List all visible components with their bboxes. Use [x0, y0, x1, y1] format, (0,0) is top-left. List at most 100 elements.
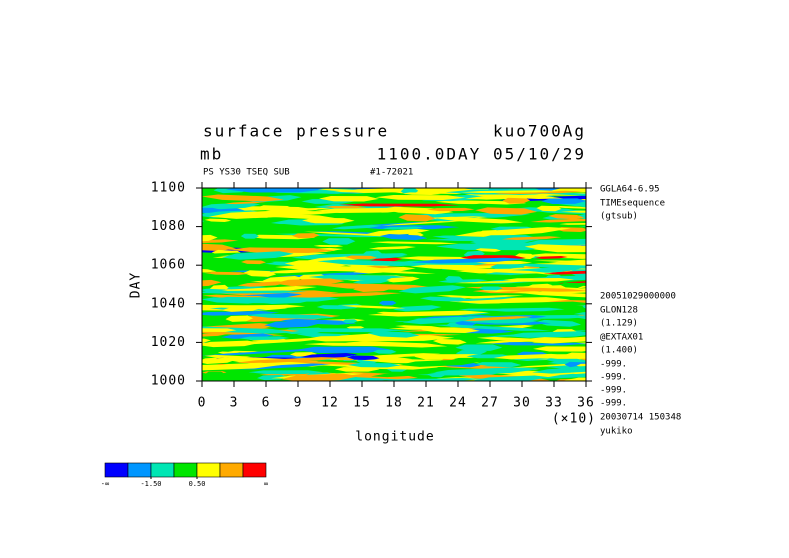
contour-fill	[295, 346, 391, 353]
contour-fill	[202, 243, 237, 251]
contour-fill	[609, 280, 667, 285]
contour-fill	[565, 366, 586, 370]
contour-fill	[264, 320, 322, 328]
colorbar-label: ∞	[264, 480, 268, 488]
contour-fill	[327, 381, 367, 384]
contour-fill	[464, 193, 564, 199]
contour-fill	[559, 223, 586, 225]
contour-fill	[379, 234, 428, 241]
x-tick-label: 9	[294, 396, 303, 411]
x-tick-label: 3	[230, 396, 239, 411]
contour-fill	[398, 214, 436, 222]
side-note: -999.	[600, 399, 627, 409]
contour-fill	[204, 218, 232, 223]
contour-fill	[204, 371, 226, 377]
contour-fill	[403, 212, 527, 219]
x-tick-label: 24	[449, 396, 467, 411]
contour-fill	[300, 353, 358, 359]
side-note: 20051029000000	[600, 292, 676, 302]
contour-fill	[524, 238, 586, 246]
contour-fill	[502, 197, 531, 204]
contour-fill	[345, 255, 378, 260]
contour-fill	[532, 260, 586, 263]
contour-fill	[281, 373, 360, 381]
contour-fill	[560, 210, 586, 213]
contour-fill	[536, 205, 562, 212]
contour-fill	[308, 274, 415, 281]
contour-fill	[378, 300, 397, 306]
contour-fill	[475, 207, 538, 215]
contour-fill	[202, 207, 226, 213]
contour-fill	[384, 276, 420, 283]
contour-fill	[532, 336, 586, 344]
contour-fill	[432, 338, 467, 345]
contour-fill	[502, 277, 575, 282]
contour-fill	[256, 374, 288, 381]
contour-fill	[574, 314, 586, 320]
x-tick-label: 18	[385, 396, 403, 411]
contour-fill	[501, 236, 562, 240]
contour-fill	[202, 333, 228, 337]
contour-fill	[435, 200, 527, 205]
contour-fill	[381, 219, 477, 226]
contour-fill	[202, 234, 218, 242]
contour-fill	[324, 206, 367, 209]
note: PS YS30 TSEQ SUB	[203, 168, 290, 178]
contour-fill	[590, 223, 632, 230]
contour-fill	[240, 260, 266, 265]
contour-fill	[202, 348, 326, 356]
contour-fill	[376, 311, 411, 315]
contour-fill	[342, 319, 358, 324]
contour-fill	[387, 183, 482, 187]
y-tick-label: 1100	[151, 181, 186, 196]
contour-fill	[533, 346, 586, 352]
side-note: (1.400)	[600, 346, 638, 356]
side-note: -999.	[600, 360, 627, 370]
contour-fill	[208, 209, 320, 219]
contour-fill	[366, 228, 430, 236]
contour-fill	[239, 336, 290, 340]
contour-fill	[352, 279, 390, 284]
contour-fill	[454, 280, 531, 284]
contour-fill	[346, 355, 380, 361]
contour-fill	[202, 194, 284, 202]
contour-fill	[318, 195, 379, 202]
side-note: GLON128	[600, 306, 638, 316]
colorbar-swatch	[104, 462, 129, 478]
side-note: @EXTAX01	[600, 333, 643, 343]
contour-fill	[373, 349, 397, 354]
contour-fill	[548, 214, 585, 220]
side-note: -999.	[600, 386, 627, 396]
contour-fill	[334, 367, 380, 372]
contour-fill	[163, 313, 181, 319]
contour-fill	[454, 226, 571, 237]
contour-fill	[410, 264, 488, 269]
contour-fill	[613, 276, 711, 279]
note: #1-72021	[370, 168, 413, 178]
contour-fill	[393, 305, 442, 312]
x-tick-label: 30	[513, 396, 531, 411]
contour-fill	[589, 253, 608, 258]
colorbar-swatch	[196, 462, 221, 478]
contour-fill	[202, 328, 237, 332]
contour-fill	[451, 297, 519, 302]
contour-fill	[341, 305, 406, 309]
contour-fill	[444, 179, 556, 184]
contour-fill	[353, 266, 416, 274]
y-axis-label: DAY	[129, 272, 144, 298]
contour-fill	[245, 313, 336, 319]
contour-fill	[534, 256, 568, 259]
colorbar-swatch	[173, 462, 198, 478]
contour-fill	[370, 241, 459, 245]
contour-fill	[541, 198, 586, 204]
contour-fill	[273, 278, 345, 287]
contour-fill	[421, 327, 480, 334]
contour-fill	[234, 357, 344, 364]
contour-fill	[535, 354, 586, 359]
contour-fill	[237, 281, 289, 287]
contour-fill	[458, 308, 509, 311]
x-tick-label: 6	[262, 396, 271, 411]
contour-fill	[202, 279, 222, 287]
contour-fill	[614, 271, 731, 277]
contour-fill	[221, 251, 294, 260]
